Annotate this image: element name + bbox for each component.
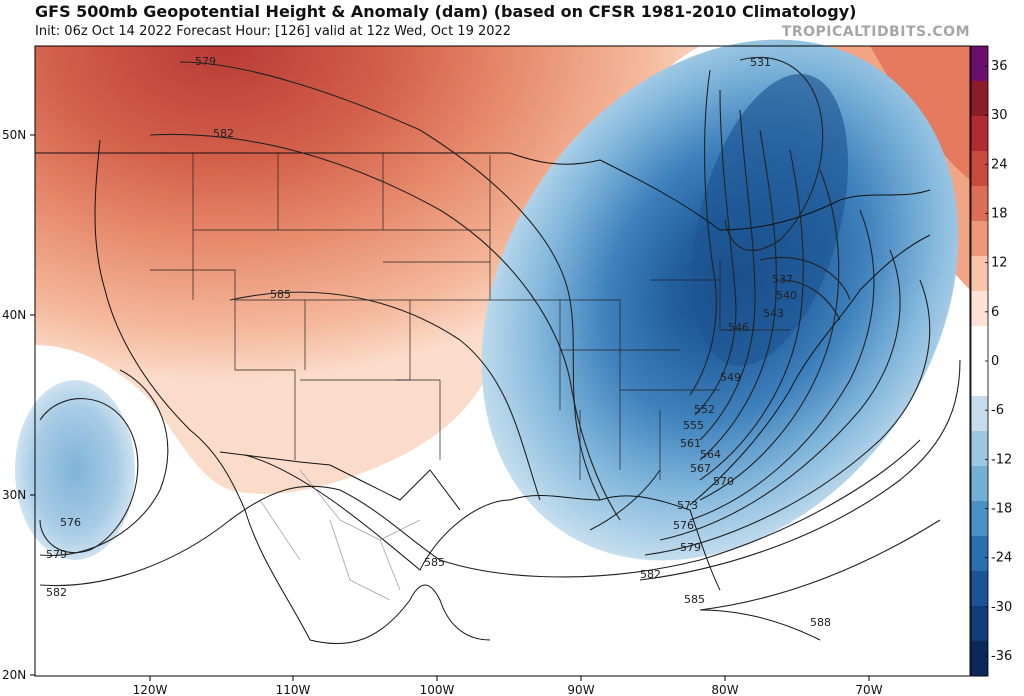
warm-anomaly-region: [35, 46, 700, 494]
map-title: GFS 500mb Geopotential Height & Anomaly …: [35, 2, 857, 21]
contour-label: 543: [763, 307, 784, 320]
colorbar-swatch: [971, 186, 988, 222]
lon-label-90w: 90W: [567, 683, 594, 696]
contour-label: 567: [690, 462, 711, 475]
contour-label: 576: [673, 519, 694, 532]
brand-watermark: TROPICALTIDBITS.COM: [781, 24, 970, 40]
west-coast: [94, 139, 311, 641]
mexico-south: [309, 584, 491, 645]
colorbar-swatch: [971, 46, 988, 82]
lat-label-20n: 20N: [2, 668, 26, 682]
lon-label-110w: 110W: [276, 683, 311, 696]
colorbar-swatch: [971, 431, 988, 467]
contour-label: 561: [680, 437, 701, 450]
colorbar-swatch: [971, 606, 988, 642]
colorbar-label: -18: [991, 502, 1012, 517]
contour-label: 537: [772, 273, 793, 286]
pacific-cold-anomaly: [15, 380, 135, 560]
anomaly-colorbar: 36 30 24 18 12 6 0 -6 -12 -18 -24 -30 -36: [970, 45, 1012, 677]
contour-label: 555: [683, 419, 704, 432]
lon-label-80w: 80W: [711, 683, 738, 696]
contour-label: 570: [713, 475, 734, 488]
contour-labels: 579 582 585 531 537 540 543 546 549 552 …: [46, 55, 831, 629]
colorbar-swatch: [971, 326, 988, 362]
lon-ticks: [149, 676, 870, 681]
contour-label: 540: [776, 289, 797, 302]
contour-label: 579: [46, 548, 67, 561]
colorbar-swatch: [971, 466, 988, 502]
contour-label: 546: [728, 321, 749, 334]
lat-label-30n: 30N: [2, 488, 26, 502]
contour-label: 579: [195, 55, 216, 68]
canada-us-border: [35, 152, 931, 231]
height-contours: [39, 56, 961, 611]
lon-label-100w: 100W: [420, 683, 455, 696]
colorbar-swatch: [971, 641, 988, 677]
lat-label-40n: 40N: [2, 308, 26, 322]
colorbar-label: 36: [991, 59, 1008, 74]
cuba: [699, 609, 821, 641]
gulf-coast: [244, 454, 721, 591]
contour-label: 552: [694, 403, 715, 416]
lat-label-50n: 50N: [2, 128, 26, 142]
colorbar-label: -24: [991, 551, 1012, 566]
colorbar-label: 6: [991, 305, 999, 320]
colorbar-label: -30: [991, 600, 1012, 615]
contour-label: 564: [700, 448, 721, 461]
colorbar-label: 24: [991, 157, 1008, 172]
contour-label: 582: [640, 568, 661, 581]
contour-label: 585: [270, 288, 291, 301]
lon-label-120w: 120W: [133, 683, 168, 696]
colorbar-label: 12: [991, 256, 1008, 271]
map-subtitle: Init: 06z Oct 14 2022 Forecast Hour: [12…: [35, 24, 512, 39]
political-borders: [35, 139, 931, 645]
colorbar-swatch: [971, 291, 988, 327]
colorbar-swatch: [971, 81, 988, 117]
east-coast: [689, 234, 931, 506]
contour-label: 582: [213, 127, 234, 140]
mexico-border: [219, 451, 461, 511]
map-frame: [34, 45, 971, 677]
lon-label-70w: 70W: [855, 683, 882, 696]
colorbar-label: -36: [991, 649, 1012, 664]
contour-label: 585: [424, 556, 445, 569]
contour-label: 531: [750, 56, 771, 69]
contour-label: 576: [60, 516, 81, 529]
colorbar-label: 18: [991, 207, 1008, 222]
cold-anomaly-core: [692, 73, 848, 367]
colorbar-swatch: [971, 116, 988, 152]
colorbar-swatch: [971, 256, 988, 292]
colorbar-swatch: [971, 396, 988, 432]
contour-label: 573: [677, 499, 698, 512]
colorbar-swatch: [971, 221, 988, 257]
contour-label: 549: [720, 371, 741, 384]
colorbar-swatch: [971, 501, 988, 537]
contour-label: 585: [684, 593, 705, 606]
colorbar-swatch: [971, 151, 988, 187]
colorbar-label: 0: [991, 354, 999, 369]
colorbar-swatch: [971, 571, 988, 607]
contour-label: 579: [680, 541, 701, 554]
colorbar-swatch: [971, 361, 988, 397]
colorbar-label: -12: [991, 452, 1012, 467]
contour-label: 588: [810, 616, 831, 629]
colorbar-swatch: [971, 536, 988, 572]
lat-ticks: [30, 134, 35, 676]
state-borders: [150, 153, 790, 480]
colorbar-label: -6: [991, 403, 1004, 418]
contour-label: 582: [46, 586, 67, 599]
colorbar-label: 30: [991, 108, 1008, 123]
